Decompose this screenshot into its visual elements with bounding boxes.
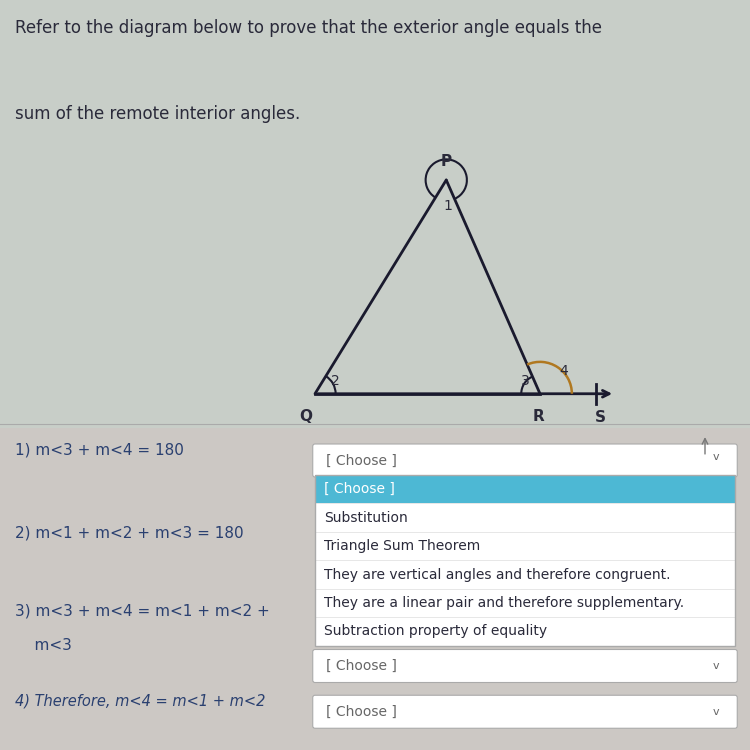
FancyBboxPatch shape xyxy=(313,650,737,682)
Text: [ Choose ]: [ Choose ] xyxy=(326,454,398,467)
Text: [ Choose ]: [ Choose ] xyxy=(326,705,398,718)
Text: [ Choose ]: [ Choose ] xyxy=(326,659,398,673)
Text: P: P xyxy=(441,154,452,169)
FancyBboxPatch shape xyxy=(313,695,737,728)
Bar xyxy=(315,503,735,532)
Text: They are vertical angles and therefore congruent.: They are vertical angles and therefore c… xyxy=(324,568,670,581)
FancyBboxPatch shape xyxy=(313,444,737,477)
Bar xyxy=(315,617,735,646)
Bar xyxy=(315,532,735,560)
Text: Subtraction property of equality: Subtraction property of equality xyxy=(324,625,547,638)
Text: [ Choose ]: [ Choose ] xyxy=(324,482,394,496)
Text: R: R xyxy=(532,409,544,424)
Text: Refer to the diagram below to prove that the exterior angle equals the: Refer to the diagram below to prove that… xyxy=(15,19,602,37)
Text: v: v xyxy=(713,706,719,717)
Text: Substitution: Substitution xyxy=(324,511,408,524)
Bar xyxy=(315,560,735,589)
Text: Q: Q xyxy=(299,409,313,424)
FancyBboxPatch shape xyxy=(0,0,750,427)
Text: They are a linear pair and therefore supplementary.: They are a linear pair and therefore sup… xyxy=(324,596,684,610)
Text: 2) m<1 + m<2 + m<3 = 180: 2) m<1 + m<2 + m<3 = 180 xyxy=(15,525,244,540)
Text: 1: 1 xyxy=(443,200,452,213)
Text: v: v xyxy=(713,452,719,462)
Text: 3: 3 xyxy=(520,374,530,388)
Bar xyxy=(315,589,735,617)
Text: 4: 4 xyxy=(560,364,568,378)
Text: 4) Therefore, m<4 = m<1 + m<2: 4) Therefore, m<4 = m<1 + m<2 xyxy=(15,694,266,709)
Text: S: S xyxy=(595,410,605,425)
Text: sum of the remote interior angles.: sum of the remote interior angles. xyxy=(15,105,300,123)
Bar xyxy=(315,475,735,503)
Text: m<3: m<3 xyxy=(15,638,72,652)
FancyBboxPatch shape xyxy=(0,427,750,750)
Text: 3) m<3 + m<4 = m<1 + m<2 +: 3) m<3 + m<4 = m<1 + m<2 + xyxy=(15,604,270,619)
Text: Triangle Sum Theorem: Triangle Sum Theorem xyxy=(324,539,480,553)
Bar xyxy=(315,475,735,646)
Text: 2: 2 xyxy=(331,374,340,388)
Text: v: v xyxy=(713,661,719,671)
Text: 1) m<3 + m<4 = 180: 1) m<3 + m<4 = 180 xyxy=(15,442,184,458)
